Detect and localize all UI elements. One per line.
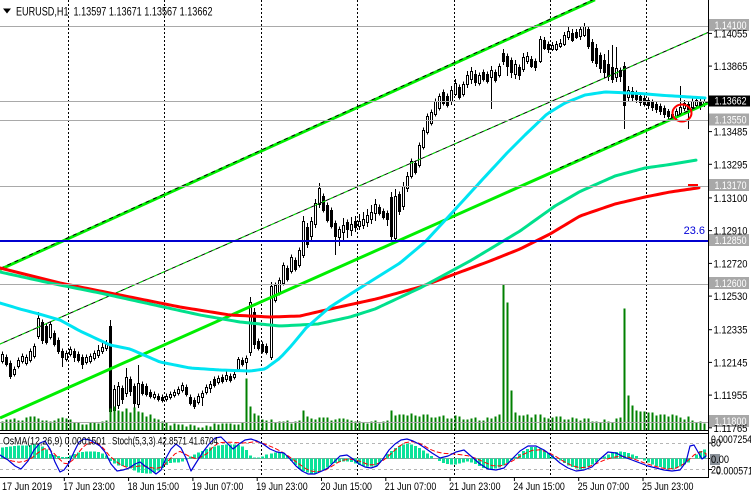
svg-text:1.12600: 1.12600 bbox=[715, 278, 747, 290]
svg-text:20: 20 bbox=[711, 465, 721, 477]
svg-text:1.12910: 1.12910 bbox=[714, 226, 748, 238]
svg-text:17 Jun 23:00: 17 Jun 23:00 bbox=[63, 481, 115, 493]
svg-text:1.12530: 1.12530 bbox=[714, 291, 748, 303]
svg-text:80: 80 bbox=[711, 438, 721, 450]
svg-text:20 Jun 15:00: 20 Jun 15:00 bbox=[321, 481, 373, 493]
svg-text:1.13865: 1.13865 bbox=[714, 61, 748, 73]
svg-text:21 Jun 23:00: 21 Jun 23:00 bbox=[449, 481, 501, 493]
svg-text:24 Jun 15:00: 24 Jun 15:00 bbox=[513, 481, 565, 493]
svg-text:1.12145: 1.12145 bbox=[714, 357, 748, 369]
svg-text:1.12720: 1.12720 bbox=[714, 258, 748, 270]
svg-text:1.12850: 1.12850 bbox=[715, 235, 747, 247]
svg-text:1.14055: 1.14055 bbox=[714, 28, 748, 40]
svg-text:19 Jun 23:00: 19 Jun 23:00 bbox=[256, 481, 308, 493]
svg-text:1.11955: 1.11955 bbox=[714, 390, 748, 402]
svg-text:0.0007254: 0.0007254 bbox=[711, 434, 751, 446]
svg-text:1.13295: 1.13295 bbox=[714, 159, 748, 171]
svg-text:19 Jun 07:00: 19 Jun 07:00 bbox=[192, 481, 244, 493]
svg-text:1.11800: 1.11800 bbox=[715, 416, 747, 428]
svg-text:0.00: 0.00 bbox=[711, 454, 729, 466]
svg-text:EURUSD,H1: EURUSD,H1 bbox=[16, 5, 69, 19]
svg-text:25 Jun 07:00: 25 Jun 07:00 bbox=[578, 481, 630, 493]
svg-text:18 Jun 15:00: 18 Jun 15:00 bbox=[128, 481, 180, 493]
svg-text:1.13170: 1.13170 bbox=[715, 180, 747, 192]
svg-text:25 Jun 23:00: 25 Jun 23:00 bbox=[642, 481, 694, 493]
svg-text:17 Jun 2019: 17 Jun 2019 bbox=[2, 481, 52, 493]
svg-text:23.6: 23.6 bbox=[684, 225, 705, 237]
svg-text:1.12335: 1.12335 bbox=[714, 325, 748, 337]
svg-text:1.13597 1.13671 1.13567 1.1366: 1.13597 1.13671 1.13567 1.13662 bbox=[74, 5, 213, 19]
svg-text:1.13100: 1.13100 bbox=[714, 193, 748, 205]
svg-text:1.13662: 1.13662 bbox=[715, 96, 747, 108]
svg-text:0.000571: 0.000571 bbox=[716, 466, 751, 478]
svg-text:1.13485: 1.13485 bbox=[714, 127, 748, 139]
svg-text:1.13550: 1.13550 bbox=[715, 114, 747, 126]
svg-text:Stoch(5,3,3) 42.8571 41.6704: Stoch(5,3,3) 42.8571 41.6704 bbox=[112, 436, 218, 448]
svg-text:1.11765: 1.11765 bbox=[714, 423, 748, 435]
svg-text:1.14100: 1.14100 bbox=[715, 20, 747, 32]
svg-text:21 Jun 07:00: 21 Jun 07:00 bbox=[385, 481, 437, 493]
svg-text:OsMA(12,26,9) 0.0001501: OsMA(12,26,9) 0.0001501 bbox=[3, 436, 106, 448]
